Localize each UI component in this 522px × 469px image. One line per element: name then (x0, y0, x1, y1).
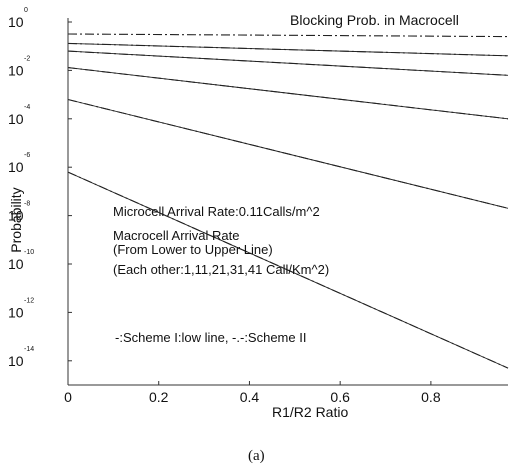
series-line-10 (67, 42, 509, 57)
chart-title: Blocking Prob. in Macrocell (290, 12, 459, 28)
annotation-macrocell-rate: Macrocell Arrival Rate (113, 228, 239, 243)
annotation-microcell-rate: Microcell Arrival Rate:0.11Calls/m^2 (113, 204, 320, 219)
y-tick-label-base: 10 (8, 353, 24, 369)
y-axis-label: Probability (8, 187, 24, 252)
y-tick-label-base: 10 (8, 256, 24, 272)
x-axis-label: R1/R2 Ratio (272, 404, 348, 420)
series-lines (67, 33, 509, 369)
y-tick-label-base: 10 (8, 304, 24, 320)
series-line-11 (67, 33, 509, 38)
annotation-line-order: (From Lower to Upper Line) (113, 242, 273, 257)
y-tick-label-exponent: -6 (24, 152, 30, 159)
y-tick-label-base: 10 (8, 159, 24, 175)
figure-caption: (a) (248, 448, 265, 464)
annotation-rate-values: (Each other:1,11,21,31,41 Call/Km^2) (113, 262, 329, 277)
y-tick-label-exponent: -10 (24, 249, 34, 256)
y-tick-label-exponent: -2 (24, 55, 30, 62)
y-tick-label-base: 10 (8, 14, 24, 30)
series-line-4 (67, 98, 509, 209)
x-tick-label: 0.8 (421, 389, 441, 405)
x-tick-label: 0.6 (330, 389, 350, 405)
x-tick-label: 0.4 (240, 389, 260, 405)
y-tick-label-base: 10 (8, 111, 24, 127)
series-line-2 (67, 171, 509, 369)
y-tick-label-exponent: -8 (24, 201, 30, 208)
y-tick-label-base: 10 (8, 62, 24, 78)
series-line-6 (67, 67, 509, 120)
y-tick-label-exponent: -12 (24, 297, 34, 304)
y-tick-label-exponent: -14 (24, 346, 34, 353)
axes (67, 18, 508, 386)
x-tick-label: 0.2 (149, 389, 169, 405)
y-tick-label-exponent: -4 (24, 104, 30, 111)
y-tick-label-exponent: 0 (24, 7, 28, 14)
series-line-8 (67, 50, 509, 76)
x-tick-label: 0 (64, 389, 72, 405)
y-tick-label-base: 10 (8, 208, 24, 224)
annotation-scheme-legend: -:Scheme I:low line, -.-:Scheme II (115, 330, 306, 345)
